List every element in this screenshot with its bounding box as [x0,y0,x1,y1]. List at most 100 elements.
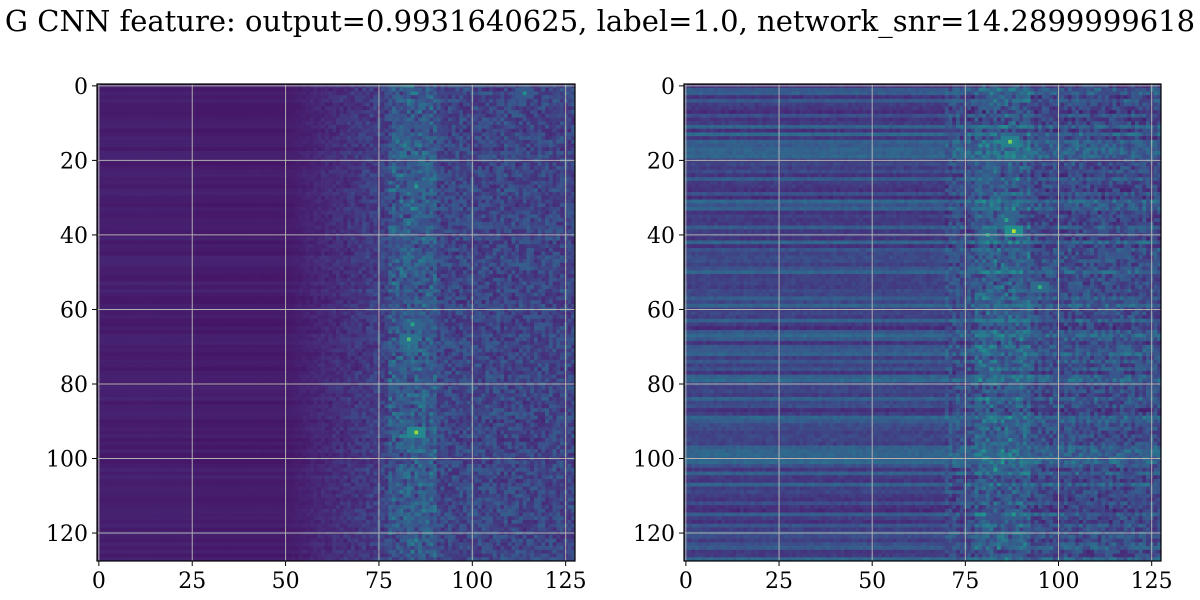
heatmap-cell [485,203,489,207]
heatmap-cell [343,114,347,118]
heatmap-cell [366,110,370,114]
heatmap-cell [336,166,340,170]
heatmap-cell [347,129,351,133]
heatmap-cell [321,132,325,136]
heatmap-cell [541,207,545,211]
heatmap-cell [414,151,418,155]
heatmap-cell [168,95,172,99]
heatmap-cell [545,222,549,226]
heatmap-cell [508,177,512,181]
heatmap-cell [545,140,549,144]
heatmap-cell [295,103,299,107]
heatmap-cell [119,162,123,166]
heatmap-cell [429,110,433,114]
heatmap-cell [452,114,456,118]
heatmap-cell [205,140,209,144]
heatmap-cell [269,121,273,125]
heatmap-cell [280,136,284,140]
heatmap-cell [321,129,325,133]
heatmap-cell [332,162,336,166]
heatmap-cell [560,147,564,151]
heatmap-cell [119,118,123,122]
heatmap-cell [134,118,138,122]
heatmap-cell [142,132,146,136]
heatmap-cell [172,207,176,211]
heatmap-cell [116,185,120,189]
heatmap-cell [452,173,456,177]
heatmap-cell [276,185,280,189]
heatmap-cell [385,214,389,218]
heatmap-cell [403,129,407,133]
heatmap-cell [556,136,560,140]
heatmap-cell [317,106,321,110]
heatmap-cell [545,144,549,148]
heatmap-cell [194,203,198,207]
heatmap-cell [183,88,187,92]
heatmap-cell [179,214,183,218]
heatmap-cell [437,203,441,207]
heatmap-cell [426,207,430,211]
heatmap-cell [280,121,284,125]
heatmap-cell [172,192,176,196]
heatmap-cell [448,203,452,207]
heatmap-cell [489,136,493,140]
heatmap-cell [168,118,172,122]
heatmap-cell [519,151,523,155]
heatmap-cell [265,95,269,99]
heatmap-cell [179,129,183,133]
heatmap-cell [459,155,463,159]
heatmap-cell [474,166,478,170]
heatmap-cell [414,170,418,174]
heatmap-cell [108,110,112,114]
heatmap-cell [519,91,523,95]
heatmap-cell [183,140,187,144]
heatmap-cell [351,196,355,200]
heatmap-cell [205,188,209,192]
heatmap-cell [250,129,254,133]
heatmap-cell [538,200,542,204]
heatmap-cell [273,147,277,151]
heatmap-cell [414,140,418,144]
heatmap-cell [407,185,411,189]
heatmap-cell [228,114,232,118]
heatmap-cell [519,177,523,181]
heatmap-cell [108,166,112,170]
heatmap-cell [463,211,467,215]
heatmap-cell [246,203,250,207]
heatmap-cell [370,222,374,226]
heatmap-cell [317,129,321,133]
heatmap-cell [261,214,265,218]
heatmap-cell [224,88,228,92]
heatmap-cell [414,129,418,133]
heatmap-cell [444,207,448,211]
heatmap-cell [127,185,131,189]
heatmap-cell [198,136,202,140]
heatmap-cell [299,99,303,103]
heatmap-cell [560,114,564,118]
heatmap-cell [526,207,530,211]
heatmap-cell [508,140,512,144]
heatmap-cell [560,203,564,207]
heatmap-cell [407,114,411,118]
heatmap-cell [373,103,377,107]
heatmap-cell [512,136,516,140]
heatmap-cell [444,166,448,170]
heatmap-cell [414,207,418,211]
heatmap-cell [512,99,516,103]
heatmap-cell [198,151,202,155]
heatmap-cell [112,147,116,151]
heatmap-cell [549,118,553,122]
heatmap-cell [489,173,493,177]
heatmap-cell [112,118,116,122]
heatmap-cell [205,196,209,200]
heatmap-cell [287,136,291,140]
heatmap-cell [399,200,403,204]
heatmap-cell [459,103,463,107]
heatmap-cell [493,173,497,177]
heatmap-cell [119,95,123,99]
heatmap-cell [407,218,411,222]
heatmap-cell [385,226,389,230]
heatmap-cell [399,226,403,230]
heatmap-cell [276,188,280,192]
heatmap-cell [396,185,400,189]
